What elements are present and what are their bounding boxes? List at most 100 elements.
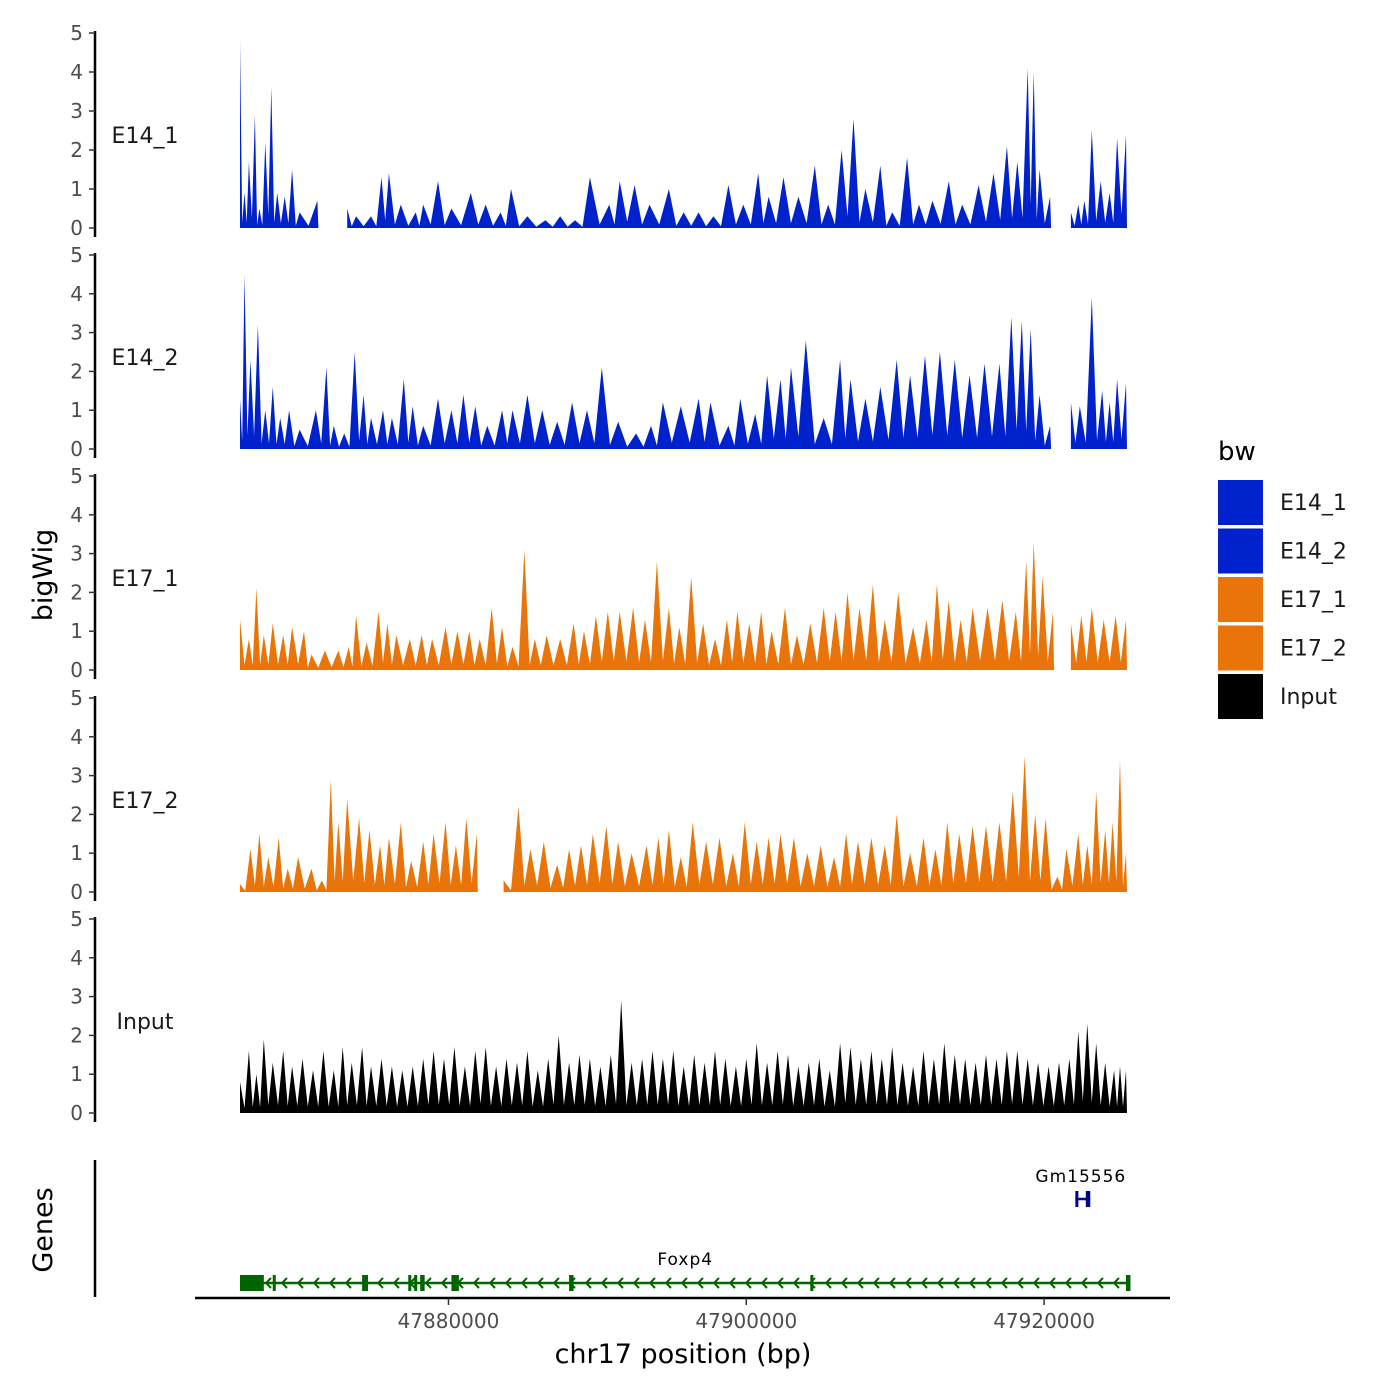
- legend-label: E14_1: [1280, 491, 1347, 516]
- legend-label: E17_2: [1280, 637, 1347, 662]
- y-tick-label: 2: [70, 580, 83, 604]
- y-tick-label: 0: [70, 216, 83, 240]
- x-tick-label: 47880000: [398, 1309, 500, 1333]
- legend: bw E14_1 E14_2 E17_1 E17_2 Input: [1218, 437, 1347, 719]
- track-label: Input: [117, 1010, 174, 1035]
- track-e14_1: 0 1 2 3 4 5 E14_1: [70, 21, 1127, 240]
- x-axis-title: chr17 position (bp): [555, 1339, 812, 1370]
- exon: [362, 1275, 369, 1291]
- y-tick-label: 0: [70, 437, 83, 461]
- strand-arrow: [488, 1277, 496, 1289]
- y-tick-label: 3: [70, 99, 83, 123]
- y-tick-label: 5: [70, 21, 83, 45]
- track-e14_2: 0 1 2 3 4 5 E14_2: [70, 243, 1127, 461]
- strand-arrow: [952, 1277, 960, 1289]
- y-tick-label: 5: [70, 243, 83, 267]
- strand-arrow: [1112, 1277, 1120, 1289]
- x-axis: chr17 position (bp) 47880000 47900000 4792…: [195, 1296, 1170, 1370]
- y-tick-label: 2: [70, 1023, 83, 1047]
- signal-tracks: 0 1 2 3 4 5 E14_1 0 1 2 3 4 5 E14_2 0 1 2 3 4 5 E17_1 0 1 2 3 4 5 E…: [70, 21, 1128, 1125]
- x-tick-label: 47920000: [993, 1309, 1095, 1333]
- strand-arrow: [472, 1277, 480, 1289]
- exon: [451, 1275, 459, 1291]
- legend-swatch: [1218, 577, 1263, 622]
- legend-swatch: [1218, 674, 1263, 719]
- genes-axis-title: Genes: [28, 1187, 59, 1272]
- strand-arrow: [312, 1277, 320, 1289]
- strand-arrow: [280, 1277, 288, 1289]
- exon: [810, 1275, 814, 1291]
- legend-swatch: [1218, 625, 1263, 671]
- gene-gm15556: Gm15556: [1035, 1167, 1126, 1207]
- y-tick-label: 4: [70, 282, 83, 306]
- y-tick-label: 0: [70, 1101, 83, 1125]
- track-e17_1: 0 1 2 3 4 5 E17_1: [70, 464, 1127, 682]
- strand-arrow: [440, 1277, 448, 1289]
- strand-arrow: [936, 1277, 944, 1289]
- strand-arrow: [856, 1277, 864, 1289]
- strand-arrow: [888, 1277, 896, 1289]
- strand-arrow: [840, 1277, 848, 1289]
- exon: [569, 1275, 574, 1291]
- strand-arrow: [920, 1277, 928, 1289]
- strand-arrow: [552, 1277, 560, 1289]
- strand-arrow: [712, 1277, 720, 1289]
- track-label: E14_1: [112, 124, 179, 149]
- strand-arrow: [744, 1277, 752, 1289]
- signal-area: [240, 40, 319, 228]
- legend-item-e14_2: E14_2: [1218, 528, 1347, 574]
- track-input: 0 1 2 3 4 5 Input: [70, 907, 1127, 1125]
- strand-arrow: [904, 1277, 912, 1289]
- signal-area: [1070, 607, 1127, 670]
- legend-label: E14_2: [1280, 540, 1347, 565]
- signal-area: [503, 756, 1128, 892]
- legend-item-e17_2: E17_2: [1218, 625, 1347, 671]
- strand-arrow: [760, 1277, 768, 1289]
- strand-arrow: [696, 1277, 704, 1289]
- strand-arrow: [824, 1277, 832, 1289]
- strand-arrow: [1016, 1277, 1024, 1289]
- signal-area: [240, 274, 1052, 449]
- strand-arrow: [1080, 1277, 1088, 1289]
- strand-arrow: [424, 1277, 432, 1289]
- y-tick-label: 1: [70, 177, 83, 201]
- exon: [1075, 1191, 1079, 1207]
- strand-arrow: [600, 1277, 608, 1289]
- exon: [408, 1275, 412, 1291]
- y-tick-label: 5: [70, 464, 83, 488]
- y-tick-label: 4: [70, 60, 83, 84]
- strand-arrow: [808, 1277, 816, 1289]
- strand-arrow: [536, 1277, 544, 1289]
- y-tick-label: 4: [70, 946, 83, 970]
- y-tick-label: 4: [70, 725, 83, 749]
- strand-arrow: [1096, 1277, 1104, 1289]
- legend-item-e17_1: E17_1: [1218, 577, 1347, 622]
- strand-arrow: [648, 1277, 656, 1289]
- strand-arrow: [872, 1277, 880, 1289]
- strand-arrow: [1064, 1277, 1072, 1289]
- strand-arrow: [504, 1277, 512, 1289]
- legend-label: Input: [1280, 685, 1337, 710]
- strand-arrow: [584, 1277, 592, 1289]
- y-tick-label: 3: [70, 321, 83, 345]
- track-label: E17_1: [112, 567, 179, 592]
- y-tick-label: 5: [70, 907, 83, 931]
- y-axis-title: bigWig: [28, 529, 59, 622]
- strand-arrow: [792, 1277, 800, 1289]
- strand-arrow: [776, 1277, 784, 1289]
- legend-swatch: [1218, 480, 1263, 525]
- gene-foxp4: Foxp4: [240, 1250, 1131, 1291]
- strand-arrow: [680, 1277, 688, 1289]
- y-tick-label: 5: [70, 686, 83, 710]
- exon: [240, 1275, 264, 1291]
- exon: [272, 1275, 276, 1291]
- strand-arrow: [344, 1277, 352, 1289]
- strand-arrow: [296, 1277, 304, 1289]
- strand-arrow: [376, 1277, 384, 1289]
- exon: [414, 1275, 418, 1291]
- signal-area: [240, 542, 1054, 670]
- gene-label: Gm15556: [1035, 1167, 1126, 1187]
- genes-track: Genes Foxp4 Gm15556: [28, 1160, 1131, 1297]
- y-tick-label: 1: [70, 841, 83, 865]
- legend-title: bw: [1218, 437, 1256, 467]
